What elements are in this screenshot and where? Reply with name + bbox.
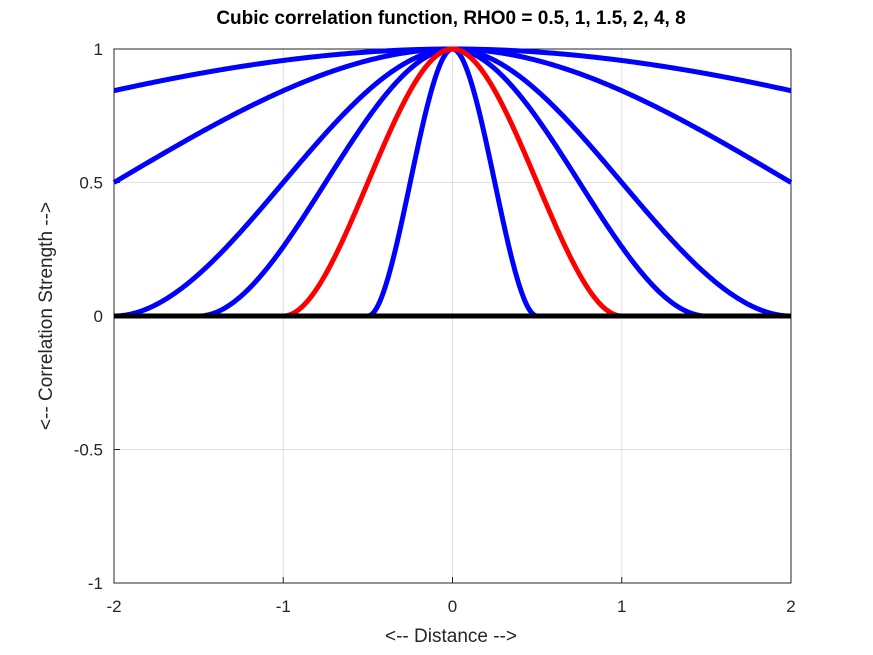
x-tick-label: -2: [106, 597, 121, 616]
x-tick-label: 2: [786, 597, 795, 616]
x-tick-label: 0: [448, 597, 457, 616]
y-axis-label: <-- Correlation Strength -->: [36, 202, 57, 430]
y-tick-label: -1: [88, 574, 103, 593]
y-tick-label: 0.5: [79, 174, 103, 193]
y-tick-label: 0: [94, 307, 103, 326]
y-tick-label: -0.5: [74, 441, 103, 460]
x-tick-label: -1: [276, 597, 291, 616]
y-tick-label: 1: [94, 40, 103, 59]
x-axis-label: <-- Distance -->: [385, 626, 517, 647]
axis-ticks: -2 -1 0 1 2-1-0.500.51: [74, 40, 796, 616]
series-lines: [112, 46, 793, 319]
chart-title: Cubic correlation function, RHO0 = 0.5, …: [216, 8, 685, 29]
x-tick-label: 1: [617, 597, 626, 616]
